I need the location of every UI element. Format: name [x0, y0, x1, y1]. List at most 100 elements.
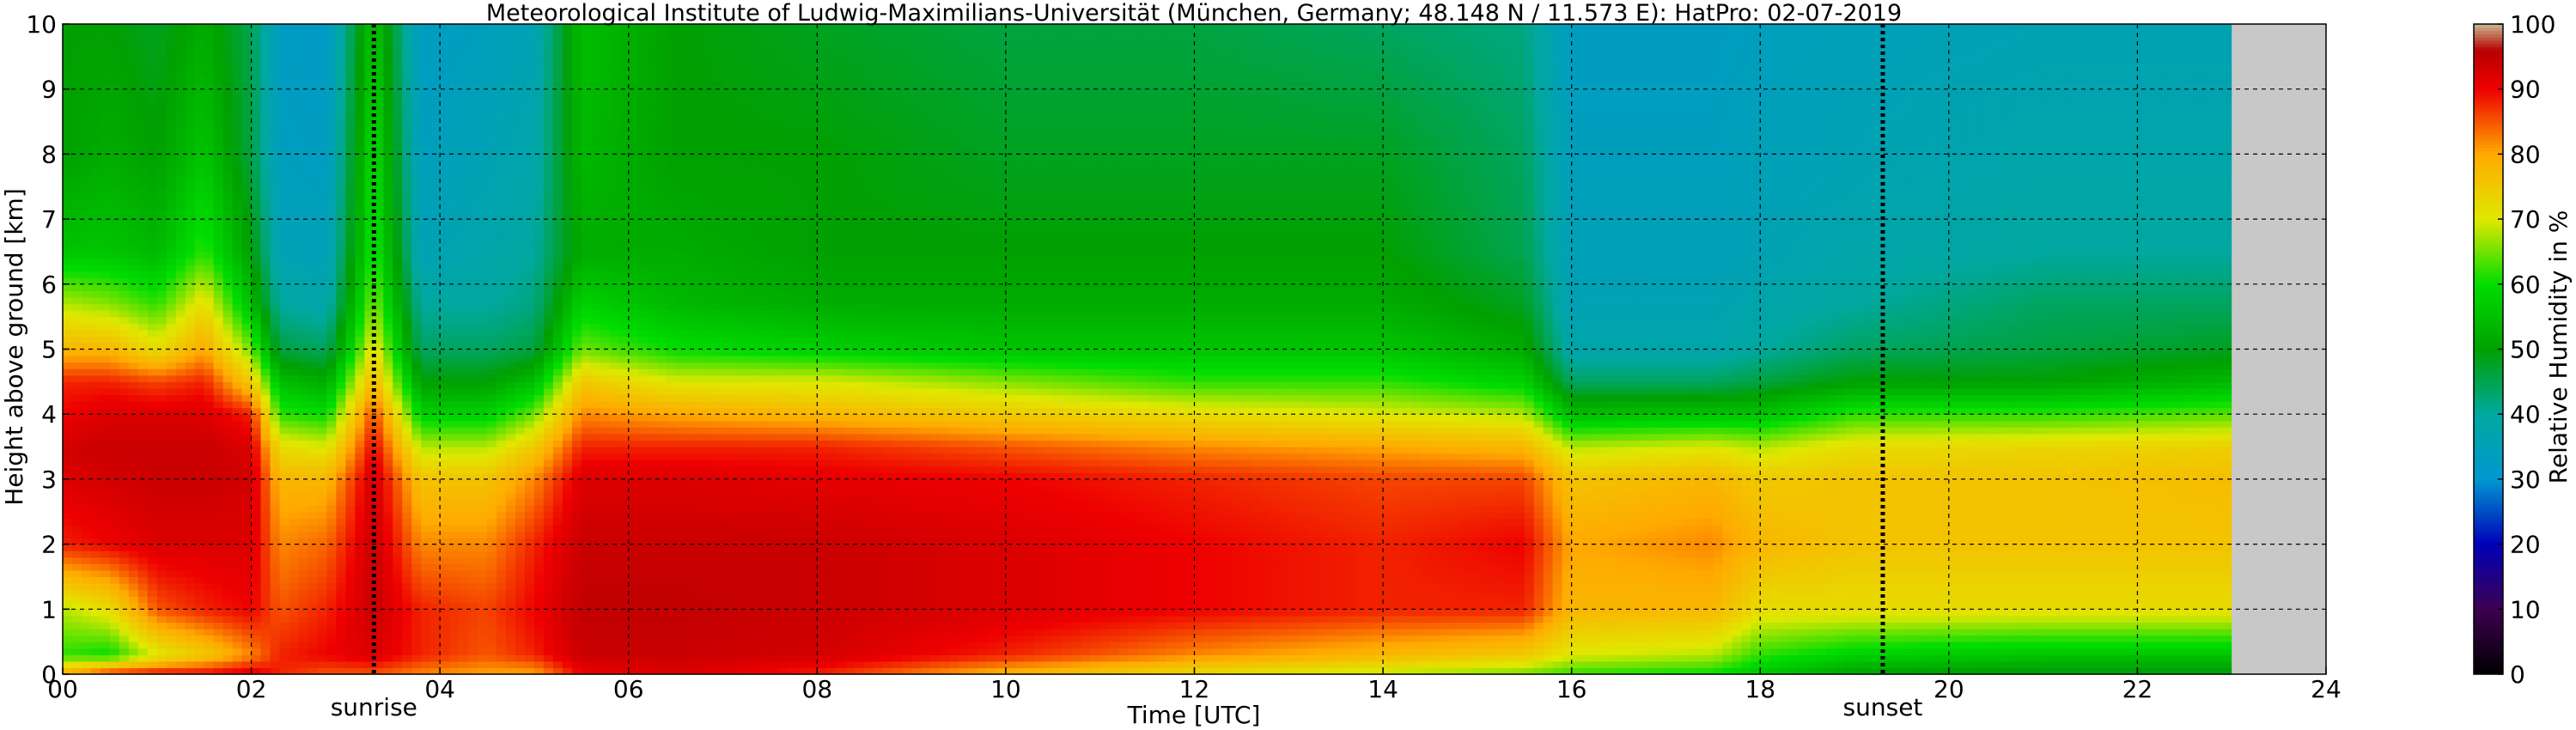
- heatmap-cell: [232, 492, 243, 500]
- heatmap-cell: [119, 635, 130, 642]
- heatmap-cell: [411, 602, 422, 610]
- heatmap-cell: [440, 615, 450, 624]
- heatmap-cell: [63, 407, 73, 415]
- heatmap-cell: [345, 238, 356, 246]
- heatmap-cell: [289, 557, 300, 564]
- heatmap-cell: [222, 596, 234, 604]
- heatmap-cell: [496, 492, 507, 500]
- heatmap-cell: [459, 173, 469, 181]
- heatmap-cell: [232, 374, 243, 382]
- heatmap-cell: [289, 609, 300, 617]
- heatmap-cell: [194, 387, 205, 396]
- heatmap-cell: [222, 472, 234, 480]
- heatmap-cell: [478, 251, 488, 259]
- heatmap-cell: [279, 245, 290, 252]
- heatmap-cell: [430, 602, 441, 610]
- heatmap-cell: [100, 368, 111, 376]
- heatmap-cell: [355, 296, 365, 305]
- heatmap-cell: [194, 414, 205, 422]
- heatmap-cell: [137, 43, 149, 51]
- heatmap-cell: [289, 101, 300, 110]
- heatmap-cell: [440, 134, 450, 142]
- heatmap-cell: [345, 518, 356, 526]
- heatmap-cell: [449, 283, 460, 291]
- heatmap-cell: [374, 258, 384, 265]
- heatmap-cell: [478, 629, 488, 636]
- heatmap-cell: [166, 290, 177, 298]
- heatmap-cell: [393, 576, 403, 584]
- heatmap-cell: [289, 447, 300, 454]
- heatmap-cell: [90, 387, 101, 396]
- heatmap-cell: [524, 134, 535, 142]
- heatmap-cell: [478, 414, 488, 422]
- heatmap-cell: [326, 667, 337, 675]
- heatmap-cell: [487, 290, 497, 298]
- heatmap-cell: [194, 219, 205, 227]
- heatmap-cell: [222, 531, 234, 538]
- heatmap-cell: [194, 642, 205, 649]
- heatmap-cell: [364, 173, 375, 181]
- heatmap-cell: [411, 660, 422, 669]
- heatmap-cell: [119, 667, 130, 675]
- heatmap-cell: [213, 290, 224, 298]
- heatmap-cell: [411, 648, 422, 655]
- heatmap-cell: [289, 465, 300, 473]
- heatmap-cell: [260, 179, 271, 187]
- heatmap-cell: [175, 660, 186, 669]
- heatmap-cell: [317, 323, 328, 331]
- heatmap-cell: [345, 114, 356, 123]
- heatmap-cell: [128, 518, 139, 526]
- heatmap-cell: [137, 56, 149, 64]
- heatmap-cell: [364, 95, 375, 103]
- heatmap-cell: [260, 538, 271, 545]
- heatmap-cell: [137, 265, 149, 272]
- heatmap-cell: [241, 498, 253, 506]
- heatmap-cell: [487, 56, 497, 64]
- heatmap-cell: [213, 551, 224, 558]
- heatmap-cell: [100, 232, 111, 240]
- heatmap-cell: [222, 465, 234, 473]
- heatmap-cell: [81, 518, 92, 526]
- heatmap-cell: [175, 24, 186, 32]
- heatmap-cell: [270, 505, 281, 513]
- heatmap-cell: [194, 296, 205, 305]
- heatmap-cell: [204, 167, 215, 174]
- heatmap-cell: [109, 342, 120, 350]
- heatmap-cell: [90, 258, 101, 265]
- heatmap-cell: [204, 205, 215, 214]
- heatmap-cell: [90, 394, 101, 402]
- heatmap-cell: [166, 615, 177, 624]
- heatmap-cell: [355, 69, 365, 77]
- heatmap-cell: [524, 179, 535, 187]
- heatmap-cell: [109, 511, 120, 519]
- heatmap-cell: [156, 114, 167, 123]
- heatmap-cell: [63, 56, 73, 64]
- heatmap-cell: [71, 492, 82, 500]
- heatmap-cell: [524, 296, 535, 305]
- heatmap-cell: [402, 465, 412, 473]
- heatmap-cell: [279, 349, 290, 356]
- heatmap-cell: [355, 154, 365, 161]
- heatmap-cell: [166, 433, 177, 441]
- heatmap-cell: [147, 225, 158, 233]
- heatmap-cell: [355, 251, 365, 259]
- heatmap-cell: [411, 50, 422, 58]
- heatmap-cell: [289, 225, 300, 233]
- heatmap-cell: [213, 167, 224, 174]
- heatmap-cell: [137, 238, 149, 246]
- heatmap-cell: [260, 76, 271, 83]
- heatmap-cell: [355, 505, 365, 513]
- heatmap-cell: [222, 277, 234, 285]
- heatmap-cell: [137, 447, 149, 454]
- heatmap-cell: [298, 186, 309, 194]
- heatmap-cell: [81, 69, 92, 77]
- heatmap-cell: [383, 654, 393, 662]
- heatmap-cell: [308, 440, 319, 447]
- heatmap-cell: [175, 173, 186, 181]
- heatmap-cell: [222, 368, 234, 376]
- heatmap-cell: [402, 478, 412, 487]
- heatmap-cell: [90, 433, 101, 441]
- heatmap-cell: [194, 212, 205, 220]
- heatmap-cell: [289, 95, 300, 103]
- heatmap-cell: [260, 336, 271, 344]
